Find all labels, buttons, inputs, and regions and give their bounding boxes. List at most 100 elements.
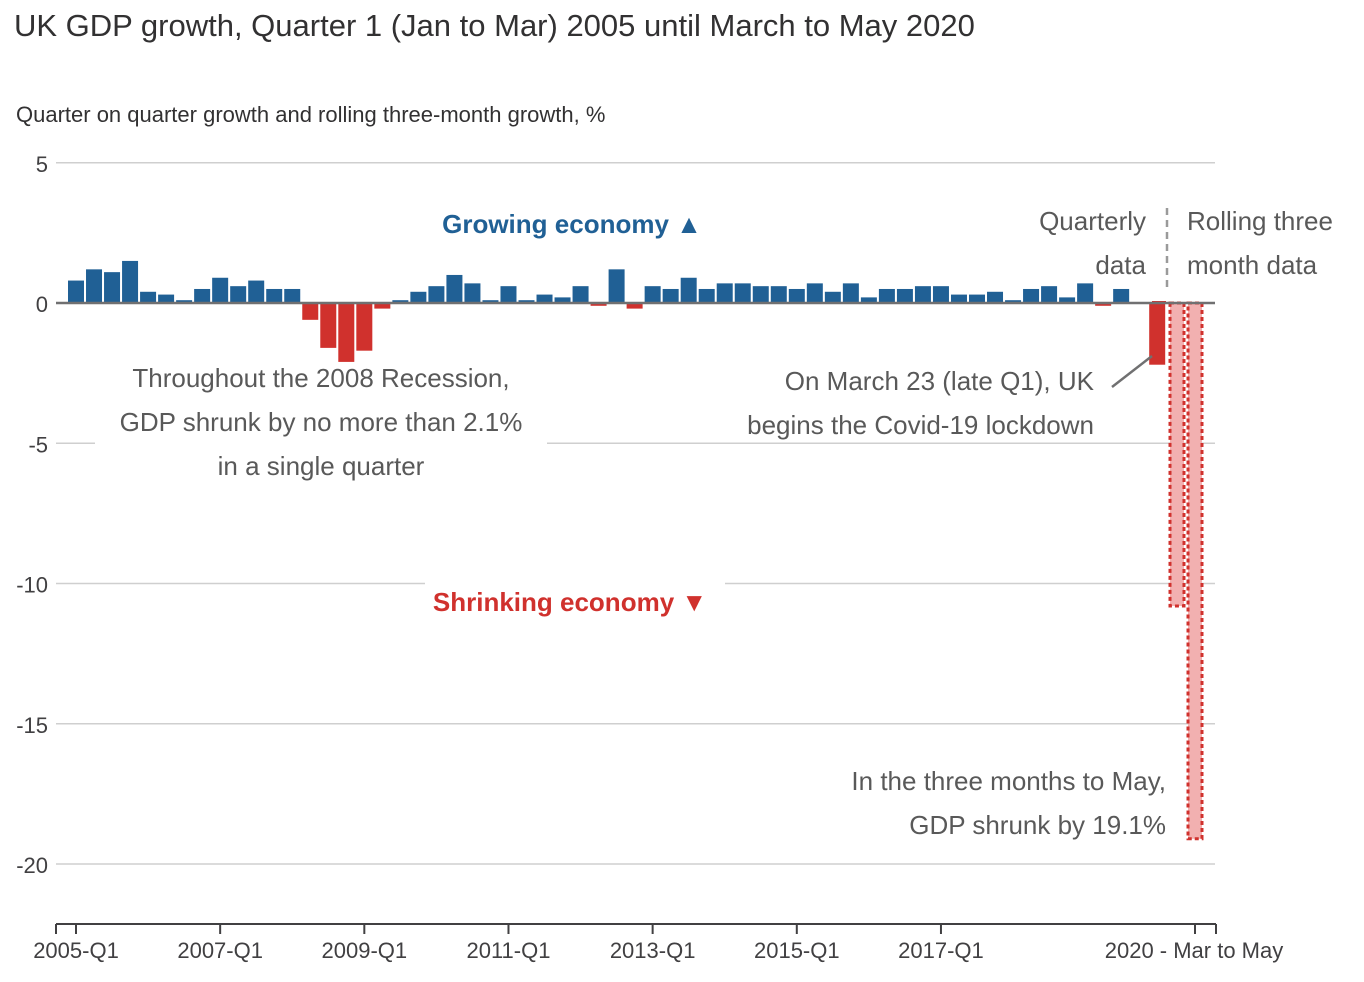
bar	[806, 283, 823, 303]
bar	[914, 286, 931, 303]
bar	[1041, 286, 1058, 303]
bar	[446, 274, 463, 303]
bar	[680, 277, 697, 303]
x-tick-label: 2007-Q1	[177, 938, 263, 963]
bar	[1023, 288, 1040, 303]
bar	[644, 286, 661, 303]
bar	[987, 291, 1004, 303]
bar	[104, 272, 121, 303]
bar	[248, 280, 265, 303]
bar	[266, 288, 283, 303]
x-tick-label: 2017-Q1	[898, 938, 984, 963]
recession-label-backdrop	[95, 362, 547, 482]
growing-economy-label: Growing economy ▲	[442, 209, 702, 239]
bar	[698, 288, 715, 303]
rolling-bar	[1168, 301, 1186, 608]
bar	[212, 277, 229, 303]
bar	[788, 288, 805, 303]
bar	[1113, 288, 1130, 303]
bar	[824, 291, 841, 303]
y-tick-label: 0	[36, 292, 48, 317]
bar	[716, 283, 733, 303]
rolling-data-label-line2: month data	[1187, 250, 1318, 280]
bar	[932, 286, 949, 303]
shrinking-economy-label: Shrinking economy ▼	[433, 587, 707, 617]
recession-annotation-line1: Throughout the 2008 Recession,	[132, 363, 509, 393]
x-tick-label: 2011-Q1	[466, 938, 550, 963]
bar	[1077, 283, 1094, 303]
y-tick-label: -10	[16, 573, 48, 598]
annotations: Growing economy ▲ Shrinking economy ▼ Th…	[95, 206, 1333, 840]
bar	[122, 260, 139, 303]
bar	[158, 294, 175, 303]
chart-title: UK GDP growth, Quarter 1 (Jan to Mar) 20…	[14, 8, 975, 43]
bar	[140, 291, 157, 303]
bar	[590, 303, 607, 306]
y-tick-label: -5	[28, 432, 48, 457]
x-tick-label: 2013-Q1	[610, 938, 696, 963]
bar	[554, 297, 571, 303]
rolling-data-label-line1: Rolling three	[1187, 206, 1333, 236]
bar	[356, 303, 373, 351]
bar	[176, 300, 193, 303]
lockdown-leader-line	[1111, 355, 1153, 388]
quarterly-data-label-line2: data	[1095, 250, 1146, 280]
chart-subtitle: Quarter on quarter growth and rolling th…	[16, 102, 606, 127]
rolling-bar	[1186, 301, 1204, 841]
bar	[86, 269, 103, 303]
bar	[536, 294, 553, 303]
lockdown-annotation-line2: begins the Covid-19 lockdown	[747, 410, 1094, 440]
bar	[770, 286, 787, 303]
bar	[626, 303, 643, 309]
bar	[752, 286, 769, 303]
may-annotation-line1: In the three months to May,	[851, 766, 1166, 796]
bar	[878, 288, 895, 303]
bar	[1059, 297, 1076, 303]
x-tick-label: 2020 - Mar to May	[1105, 938, 1284, 963]
bar	[896, 288, 913, 303]
bar	[428, 286, 445, 303]
bar	[410, 291, 427, 303]
recession-annotation-line2: GDP shrunk by no more than 2.1%	[120, 407, 523, 437]
recession-annotation-line3: in a single quarter	[218, 451, 425, 481]
bar	[230, 286, 247, 303]
shrinking-label-backdrop	[425, 582, 725, 622]
quarterly-bars	[68, 260, 1166, 365]
x-axis: 2005-Q1 2007-Q1 2009-Q1 2011-Q1 2013-Q1 2015-…	[33, 923, 1284, 963]
bar	[320, 303, 337, 348]
lockdown-label-backdrop	[700, 362, 1100, 442]
x-tick-label: 2009-Q1	[322, 938, 408, 963]
bar	[194, 288, 211, 303]
bar	[662, 288, 679, 303]
x-tick-label: 2005-Q1	[33, 938, 119, 963]
bar	[284, 288, 301, 303]
bar	[518, 300, 535, 303]
bar	[500, 286, 517, 303]
bar	[1005, 300, 1022, 303]
bar	[950, 294, 967, 303]
bar	[734, 283, 751, 303]
bar	[302, 303, 319, 320]
bar	[1149, 303, 1166, 365]
bar	[68, 280, 84, 303]
lockdown-annotation-line1: On March 23 (late Q1), UK	[785, 366, 1095, 396]
bar	[608, 269, 625, 303]
bar	[860, 297, 877, 303]
bar	[842, 283, 859, 303]
quarterly-data-label-line1: Quarterly	[1039, 206, 1146, 236]
may-annotation-line2: GDP shrunk by 19.1%	[909, 810, 1166, 840]
bar	[392, 300, 409, 303]
rolling-bars	[1152, 301, 1204, 841]
bar	[969, 294, 985, 303]
y-tick-label: -15	[16, 713, 48, 738]
y-tick-label: -20	[16, 853, 48, 878]
y-tick-label: 5	[36, 152, 48, 177]
x-tick-label: 2015-Q1	[754, 938, 840, 963]
bar	[374, 303, 391, 309]
bar	[338, 303, 355, 362]
bar	[482, 300, 499, 303]
bar	[572, 286, 589, 303]
bar	[464, 283, 481, 303]
bar	[1095, 303, 1112, 306]
